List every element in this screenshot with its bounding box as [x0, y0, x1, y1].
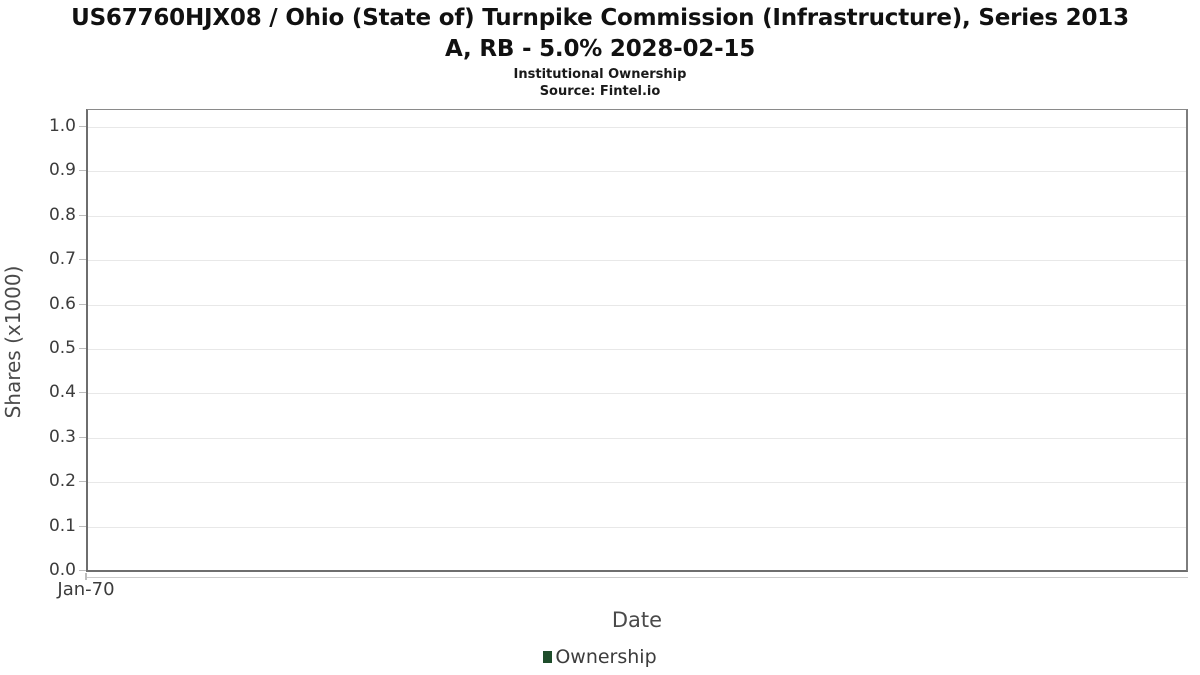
y-tick-mark-1.0	[79, 126, 86, 127]
chart-source: Source: Fintel.io	[539, 84, 661, 99]
legend: Ownership	[0, 646, 1200, 668]
y-axis-title: Shares (x1000)	[1, 265, 25, 419]
gridline-y-0.8	[88, 215, 1186, 217]
x-axis-title: Date	[611, 608, 663, 632]
y-tick-mark-0.1	[79, 525, 86, 527]
y-tick-mark-0.3	[79, 436, 86, 438]
y-tick-label-0.2: 0.2	[48, 471, 76, 492]
gridline-y-0.7	[88, 260, 1186, 262]
y-tick-mark-0.8	[79, 214, 86, 216]
gridline-y-0.3	[88, 437, 1186, 439]
y-tick-label-0.8: 0.8	[48, 204, 76, 225]
y-tick-mark-0.0	[79, 570, 86, 571]
y-tick-label-0.3: 0.3	[48, 426, 76, 447]
y-tick-mark-0.6	[79, 303, 86, 305]
gridline-y-0.2	[88, 482, 1186, 484]
gridline-y-0.1	[88, 526, 1186, 528]
y-tick-label-0.4: 0.4	[48, 382, 76, 403]
x-tick-label-jan-70: Jan-70	[57, 579, 115, 600]
y-tick-label-1.0: 1.0	[48, 116, 76, 136]
y-tick-mark-0.2	[79, 481, 86, 483]
y-tick-mark-0.7	[79, 259, 86, 261]
x-tick-mark	[85, 573, 87, 580]
gridline-y-0.5	[88, 349, 1186, 350]
legend-marker-icon	[543, 651, 553, 663]
y-tick-mark-0.9	[79, 170, 86, 172]
y-tick-label-0.0: 0.0	[48, 560, 76, 580]
legend-label: Ownership	[555, 646, 657, 668]
chart-title-line1: US67760HJX08 / Ohio (State of) Turnpike …	[71, 5, 1129, 31]
chart-title-line2: A, RB - 5.0% 2028-02-15	[444, 36, 756, 62]
x-axis-sub-line	[86, 577, 1188, 578]
legend-item-ownership[interactable]: Ownership	[543, 646, 657, 668]
gridline-y-0.4	[88, 393, 1186, 395]
y-tick-label-0.7: 0.7	[48, 249, 76, 270]
gridline-y-0.6	[88, 304, 1186, 306]
y-tick-label-0.9: 0.9	[48, 160, 76, 181]
plot-area	[86, 109, 1188, 572]
y-tick-mark-0.5	[79, 348, 86, 349]
y-tick-label-0.6: 0.6	[48, 293, 76, 314]
y-tick-label-0.1: 0.1	[48, 515, 76, 536]
chart-subtitle: Institutional Ownership	[513, 67, 687, 82]
gridline-y-1.0	[88, 127, 1186, 128]
gridline-y-0.9	[88, 171, 1186, 173]
y-tick-mark-0.4	[79, 392, 86, 394]
y-tick-label-0.5: 0.5	[48, 338, 76, 358]
